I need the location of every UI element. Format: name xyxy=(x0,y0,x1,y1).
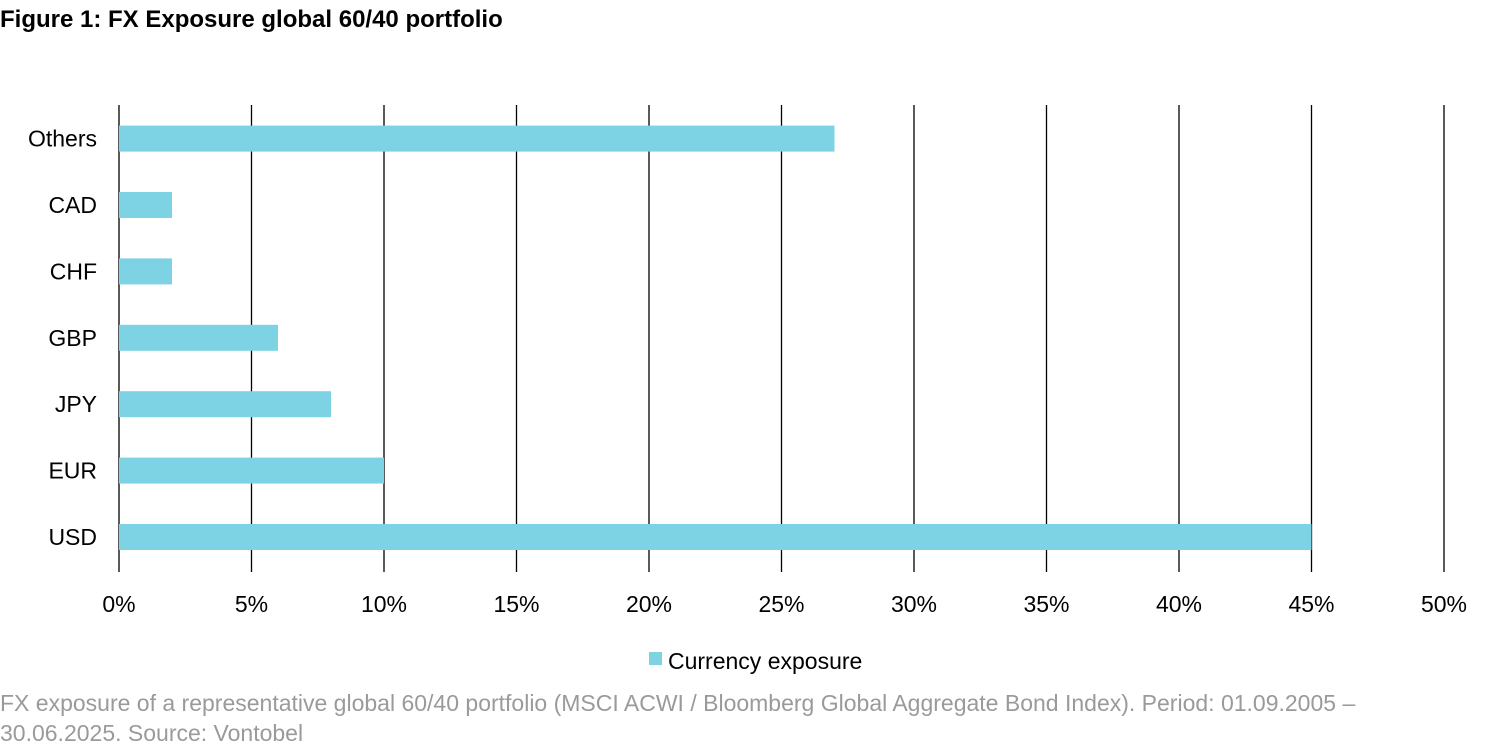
x-tick-label: 25% xyxy=(758,591,804,617)
x-tick-label: 35% xyxy=(1023,591,1069,617)
category-label: GBP xyxy=(48,325,97,351)
category-label: Others xyxy=(28,126,97,152)
bar-jpy xyxy=(119,391,331,418)
category-label: USD xyxy=(48,524,97,550)
category-label: CAD xyxy=(48,192,97,218)
bar-gbp xyxy=(119,324,278,351)
bars xyxy=(119,125,1312,550)
x-tick-labels: 0% 5% 10% 15% 20% 25% 30% 35% 40% 45% 50% xyxy=(102,591,1467,617)
bar-chf xyxy=(119,258,172,285)
category-labels: USD EUR JPY GBP CHF CAD Others xyxy=(28,126,97,550)
legend: Currency exposure xyxy=(649,648,862,674)
bar-others xyxy=(119,125,835,152)
figure-caption: FX exposure of a representative global 6… xyxy=(0,690,1356,746)
x-tick-label: 50% xyxy=(1421,591,1467,617)
x-tick-label: 40% xyxy=(1156,591,1202,617)
category-label: EUR xyxy=(48,458,97,484)
chart-title: Figure 1: FX Exposure global 60/40 portf… xyxy=(0,6,503,33)
x-tick-label: 20% xyxy=(626,591,672,617)
gridlines xyxy=(118,105,1445,572)
x-tick-label: 10% xyxy=(361,591,407,617)
legend-swatch xyxy=(649,652,662,665)
x-tick-label: 30% xyxy=(891,591,937,617)
bar-usd xyxy=(119,524,1312,550)
x-tick-label: 15% xyxy=(493,591,539,617)
category-label: CHF xyxy=(50,258,97,284)
bar-eur xyxy=(119,457,384,484)
legend-label: Currency exposure xyxy=(668,648,862,674)
bar-chart: USD EUR JPY GBP CHF CAD Others 0% 5% 10% 15% 20% 25… xyxy=(28,105,1467,674)
x-tick-label: 45% xyxy=(1288,591,1334,617)
bar-cad xyxy=(119,192,172,218)
x-tick-label: 0% xyxy=(102,591,135,617)
category-label: JPY xyxy=(55,391,97,417)
x-tick-label: 5% xyxy=(235,591,268,617)
